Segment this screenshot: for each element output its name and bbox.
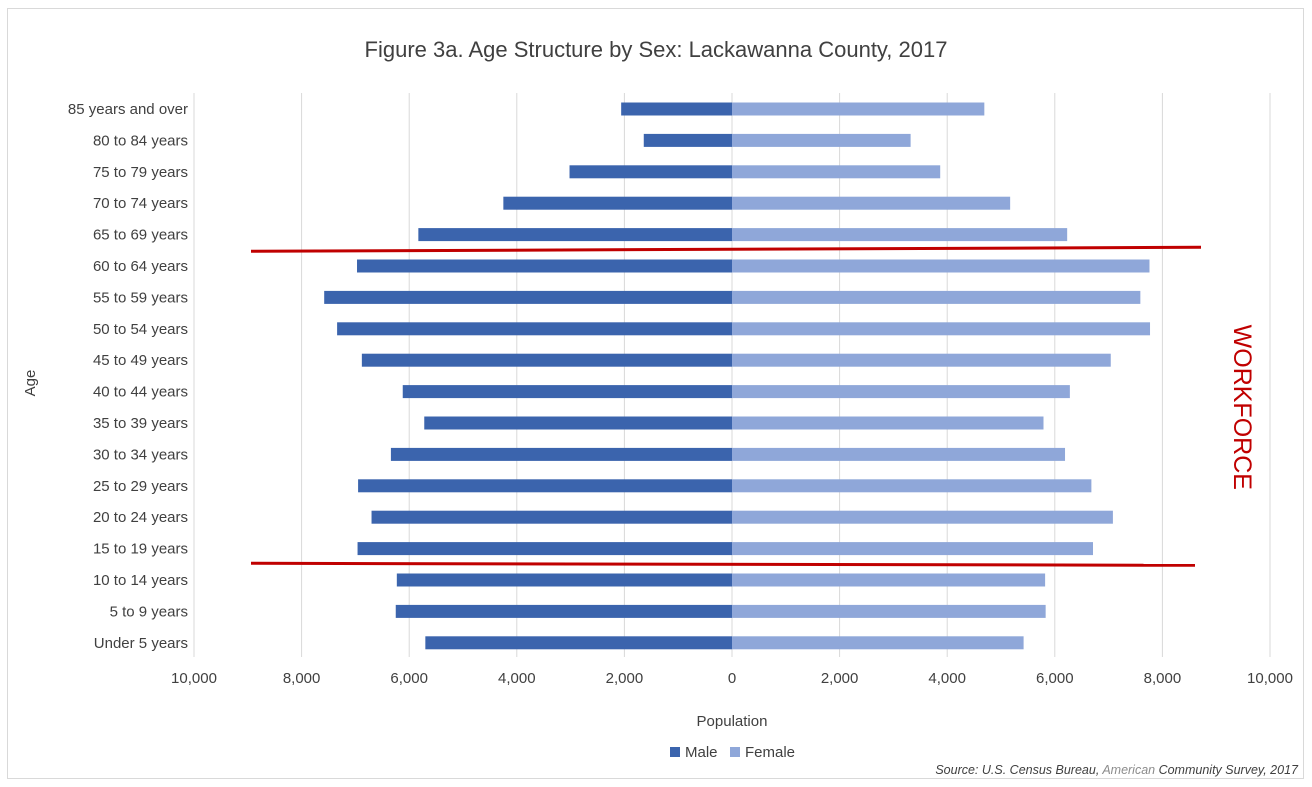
x-tick-labels: 10,000 8,000 6,000 4,000 2,000 0 2,000 4,000 6,0… <box>171 670 1293 687</box>
workforce-upper-line <box>250 245 1202 253</box>
category-label: 60 to 64 years <box>93 258 188 275</box>
bar-female <box>732 385 1070 399</box>
x-tick-label: 10,000 <box>1247 670 1293 687</box>
bar-male <box>371 510 732 524</box>
x-tick-label: 2,000 <box>821 670 859 687</box>
source-note: Source: U.S. Census Bureau, American Com… <box>935 763 1299 777</box>
bar-male <box>425 636 732 650</box>
category-label: 50 to 54 years <box>93 321 188 338</box>
bar-male <box>357 542 732 556</box>
x-tick-label: 6,000 <box>1036 670 1074 687</box>
bar-female <box>732 573 1046 587</box>
category-label: 10 to 14 years <box>93 572 188 589</box>
bar-female <box>732 447 1066 461</box>
category-label: 5 to 9 years <box>110 603 188 620</box>
workforce-band: WORKFORCE <box>250 245 1256 567</box>
x-tick-label: 4,000 <box>928 670 966 687</box>
source-highlight: American <box>1101 763 1155 777</box>
workforce-lower-line <box>250 561 1196 567</box>
category-label: 65 to 69 years <box>93 227 188 244</box>
bar-female <box>732 416 1044 430</box>
x-tick-label: 10,000 <box>171 670 217 687</box>
category-label: Under 5 years <box>94 635 188 652</box>
bar-male <box>395 604 732 618</box>
bar-female <box>732 510 1113 524</box>
legend: Male Female <box>670 744 795 761</box>
category-label: 75 to 79 years <box>93 164 188 181</box>
chart-frame: 85 years and over 80 to 84 years 75 to 79 … <box>7 8 1304 779</box>
x-tick-label: 0 <box>728 670 736 687</box>
legend-label-male: Male <box>685 744 718 761</box>
category-label: 15 to 19 years <box>93 541 188 558</box>
bar-female <box>732 542 1093 556</box>
category-label: 80 to 84 years <box>93 132 188 149</box>
legend-swatch-male <box>670 747 680 757</box>
bar-male <box>418 228 732 242</box>
category-label: 70 to 74 years <box>93 195 188 212</box>
x-tick-label: 4,000 <box>498 670 536 687</box>
x-tick-label: 8,000 <box>1144 670 1182 687</box>
category-label: 20 to 24 years <box>93 509 188 526</box>
bar-male <box>643 133 732 147</box>
bar-male <box>390 447 732 461</box>
bar-male <box>358 479 732 493</box>
category-label: 55 to 59 years <box>93 289 188 306</box>
bar-male <box>503 196 732 210</box>
bar-female <box>732 228 1068 242</box>
x-tick-label: 2,000 <box>606 670 644 687</box>
bar-male <box>337 322 732 336</box>
bar-male <box>402 385 732 399</box>
workforce-label: WORKFORCE <box>1228 325 1256 490</box>
bar-male <box>324 290 732 304</box>
bar-female <box>732 479 1092 493</box>
source-suffix: Community Survey, 2017 <box>1155 763 1299 777</box>
bar-female <box>732 290 1141 304</box>
x-tick-label: 6,000 <box>390 670 428 687</box>
bar-male <box>569 165 732 179</box>
x-axis-title: Population <box>697 713 768 730</box>
x-tick-label: 8,000 <box>283 670 321 687</box>
bar-female <box>732 604 1046 618</box>
bar-male <box>357 259 732 273</box>
bar-male <box>361 353 732 367</box>
population-pyramid-chart: 85 years and over 80 to 84 years 75 to 79 … <box>22 37 1299 777</box>
bar-male <box>396 573 732 587</box>
gridlines <box>193 93 1271 657</box>
bar-female <box>732 259 1150 273</box>
bar-male <box>621 102 732 116</box>
bar-female <box>732 353 1111 367</box>
bar-female <box>732 165 941 179</box>
legend-swatch-female <box>730 747 740 757</box>
bar-female <box>732 322 1151 336</box>
category-label: 85 years and over <box>68 101 188 118</box>
bar-female <box>732 636 1024 650</box>
category-label: 25 to 29 years <box>93 478 188 495</box>
bar-male <box>424 416 732 430</box>
y-axis-title: Age <box>22 370 39 397</box>
source-prefix: Source: U.S. Census Bureau, <box>935 763 1102 777</box>
category-labels: 85 years and over 80 to 84 years 75 to 79 … <box>68 101 188 652</box>
bar-female <box>732 102 985 116</box>
bar-female <box>732 196 1011 210</box>
bar-female <box>732 133 911 147</box>
category-label: 45 to 49 years <box>93 352 188 369</box>
chart-title: Figure 3a. Age Structure by Sex: Lackawa… <box>365 37 948 62</box>
category-label: 40 to 44 years <box>93 384 188 401</box>
category-label: 35 to 39 years <box>93 415 188 432</box>
category-label: 30 to 34 years <box>93 446 188 463</box>
legend-label-female: Female <box>745 744 795 761</box>
bars <box>324 102 1151 650</box>
